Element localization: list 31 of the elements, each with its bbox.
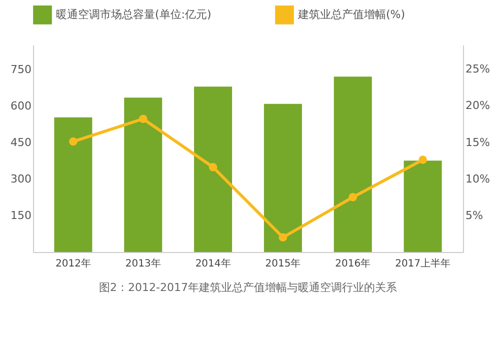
point xyxy=(138,114,148,124)
y-tick-label: 300 xyxy=(10,172,32,186)
y-tick-label: 600 xyxy=(10,99,32,112)
legend-label: 暖通空调市场总容量(单位:亿元) xyxy=(56,8,212,21)
x-tick-label: 2012年 xyxy=(55,258,91,270)
bar xyxy=(334,76,372,252)
point xyxy=(348,192,358,202)
y2-tick-label: 5% xyxy=(466,208,483,222)
x-tick-label: 2013年 xyxy=(125,258,161,270)
bar xyxy=(264,104,302,252)
point xyxy=(278,233,288,242)
bar xyxy=(404,160,442,252)
x-tick-label: 2016年 xyxy=(335,258,371,270)
y2-tick-label: 20% xyxy=(466,99,490,112)
point xyxy=(418,156,427,164)
bar xyxy=(194,86,232,252)
y-tick-label: 150 xyxy=(10,208,32,222)
x-tick-label: 2014年 xyxy=(195,258,231,270)
y-tick-label: 750 xyxy=(10,62,32,76)
bar xyxy=(54,117,92,252)
y2-tick-label: 25% xyxy=(466,62,490,76)
x-tick-label: 2017上半年 xyxy=(395,258,451,270)
x-tick-label: 2015年 xyxy=(265,258,301,270)
legend-label: 建筑业总产值增幅(%) xyxy=(297,8,406,21)
y-tick-label: 450 xyxy=(10,136,32,149)
point xyxy=(69,137,78,146)
caption: 图2：2012-2017年建筑业总产值增幅与暖通空调行业的关系 xyxy=(99,281,397,294)
bar xyxy=(124,98,162,252)
y2-tick-label: 10% xyxy=(466,172,490,186)
point xyxy=(208,162,218,172)
y2-tick-label: 15% xyxy=(466,136,490,149)
